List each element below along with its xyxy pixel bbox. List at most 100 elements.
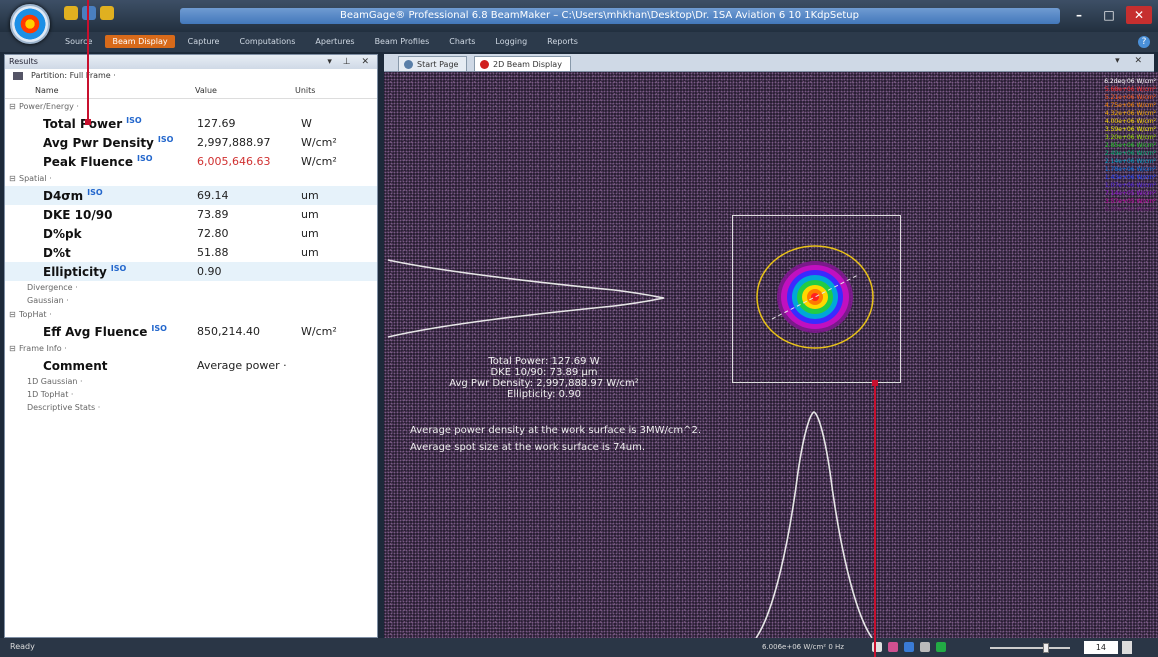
group-1d-gaussian[interactable]: 1D Gaussian · xyxy=(27,377,83,386)
result-row-d4sigma[interactable]: D4σm ISO 69.14 um xyxy=(5,186,377,205)
column-units[interactable]: Units xyxy=(295,86,316,95)
result-row-comment[interactable]: Comment Average power · xyxy=(43,358,287,373)
legend-entry: 4.32e+06 W/cm² xyxy=(1104,110,1156,117)
horizontal-profile-curve xyxy=(387,259,665,338)
zoom-spinner[interactable] xyxy=(1122,641,1132,654)
iso-badge: ISO xyxy=(126,116,142,125)
tab-apertures[interactable]: Apertures xyxy=(315,37,355,46)
quick-access-toolbar xyxy=(56,6,114,20)
group-1d-tophat[interactable]: 1D TopHat · xyxy=(27,390,74,399)
overlay-avg-pwr-density: Avg Pwr Density: 2,997,888.97 W/cm² xyxy=(449,378,639,389)
status-indicator-icon xyxy=(936,642,946,652)
zoom-slider-thumb[interactable] xyxy=(1043,643,1050,653)
column-value[interactable]: Value xyxy=(195,86,217,95)
beam-graphics xyxy=(387,245,874,638)
result-row-total-power[interactable]: Total Power ISO 127.69 W xyxy=(43,116,312,131)
collapse-icon[interactable]: ⊟ xyxy=(9,102,16,111)
results-panel: Results ▾ ⊥ ✕ Partition: Full Frame · Na… xyxy=(4,54,378,638)
result-row-eff-avg-fluence[interactable]: Eff Avg Fluence ISO 850,214.40 W/cm² xyxy=(43,324,337,339)
warning-icon[interactable] xyxy=(100,6,114,20)
iso-badge: ISO xyxy=(157,135,174,144)
tab-charts[interactable]: Charts xyxy=(449,37,476,46)
tab-beam-display[interactable]: Beam Display xyxy=(105,35,175,48)
group-power-energy[interactable]: ⊟ Power/Energy · xyxy=(9,102,79,111)
cursor-readout: 6.006e+06 W/cm² 0 Hz xyxy=(762,643,844,651)
beam-display-canvas[interactable]: 6.2deq·06 W/cm² 5.68e+06 W/cm² 5.21e+06 … xyxy=(384,72,1158,638)
panel-controls[interactable]: ▾ ⊥ ✕ xyxy=(327,57,373,67)
legend-entry: 0.00e+00 W/cm² xyxy=(1104,206,1156,213)
collapse-icon[interactable]: ⊟ xyxy=(9,174,16,183)
tab-2d-beam-display[interactable]: 2D Beam Display xyxy=(474,56,571,71)
column-name[interactable]: Name xyxy=(35,86,59,95)
minimize-button[interactable]: – xyxy=(1076,8,1082,22)
tab-beam-profiles[interactable]: Beam Profiles xyxy=(374,37,430,46)
partition-icon xyxy=(13,72,23,80)
legend-entry: 2.49e+06 W/cm² xyxy=(1104,150,1156,157)
result-row-avg-pwr-density[interactable]: Avg Pwr Density ISO 2,997,888.97 W/cm² xyxy=(43,135,337,150)
annotation-pointer-top xyxy=(87,0,89,120)
tab-source[interactable]: Source xyxy=(65,37,93,46)
note-spot-size: Average spot size at the work surface is… xyxy=(410,442,646,453)
legend-entry: 4.75e+06 W/cm² xyxy=(1104,102,1156,109)
group-spatial[interactable]: ⊟ Spatial · xyxy=(9,174,52,183)
annotation-pointer-bottom xyxy=(874,383,876,657)
iso-badge: ISO xyxy=(110,264,127,273)
application-menu-button[interactable] xyxy=(10,4,50,44)
group-descriptive-stats[interactable]: Descriptive Stats · xyxy=(27,403,101,412)
result-row-peak-fluence[interactable]: Peak Fluence ISO 6,005,646.63 W/cm² xyxy=(43,154,337,169)
iso-badge: ISO xyxy=(151,324,167,333)
partition-label: Partition: Full Frame · xyxy=(31,71,116,80)
results-overlay: Total Power: 127.69 W DKE 10/90: 73.89 µ… xyxy=(414,356,674,400)
document-controls[interactable]: ▾ ✕ xyxy=(1115,56,1148,66)
legend-entry: 1.07e+06 W/cm² xyxy=(1104,182,1156,189)
result-row-dke[interactable]: DKE 10/90 73.89 um xyxy=(43,207,319,222)
undo-icon[interactable] xyxy=(82,6,96,20)
close-button[interactable]: ✕ xyxy=(1126,6,1152,24)
document-tab-bar: Start Page 2D Beam Display ▾ ✕ xyxy=(384,54,1154,72)
result-row-ellipticity[interactable]: Ellipticity ISO 0.90 xyxy=(5,262,377,281)
annotation-pointer-bottom-end xyxy=(872,380,878,386)
grid-icon[interactable] xyxy=(920,642,930,652)
overlay-ellipticity: Ellipticity: 0.90 xyxy=(507,389,581,400)
color-legend: 6.2deq·06 W/cm² 5.68e+06 W/cm² 5.21e+06 … xyxy=(1088,78,1156,214)
group-gaussian[interactable]: Gaussian · xyxy=(27,296,69,305)
legend-entry: 4.00e+06 W/cm² xyxy=(1104,118,1156,125)
maximize-button[interactable]: □ xyxy=(1103,8,1115,22)
result-row-dt[interactable]: D%t 51.88 um xyxy=(43,245,319,260)
annotation-notes: Average power density at the work surfac… xyxy=(410,422,701,456)
collapse-icon[interactable]: ⊟ xyxy=(9,344,16,353)
legend-entry: 6.2deq·06 W/cm² xyxy=(1104,78,1156,85)
iso-badge: ISO xyxy=(87,188,103,197)
save-icon[interactable] xyxy=(64,6,78,20)
record-icon[interactable] xyxy=(888,642,898,652)
tab-start-page[interactable]: Start Page xyxy=(398,56,468,71)
tab-capture[interactable]: Capture xyxy=(187,37,220,46)
legend-entry: 5.68e+06 W/cm² xyxy=(1104,86,1156,93)
zoom-value-field[interactable]: 14 xyxy=(1084,641,1118,654)
collapse-icon[interactable]: ⊟ xyxy=(9,310,16,319)
legend-entry: 7.14e+05 W/cm² xyxy=(1104,190,1156,197)
annotation-pointer-top-end xyxy=(85,119,91,125)
tab-logging[interactable]: Logging xyxy=(495,37,528,46)
tab-computations[interactable]: Computations xyxy=(239,37,296,46)
vertical-profile-curve xyxy=(755,411,873,638)
group-divergence[interactable]: Divergence · xyxy=(27,283,78,292)
legend-entry: 3.20e+06 W/cm² xyxy=(1104,134,1156,141)
roi-box[interactable] xyxy=(732,215,901,383)
ribbon: Source Beam Display Capture Computations… xyxy=(0,32,1158,52)
results-column-headers: Name Value Units xyxy=(5,83,377,99)
zoom-slider[interactable] xyxy=(990,643,1070,653)
overlay-dke: DKE 10/90: 73.89 µm xyxy=(490,367,598,378)
tab-reports[interactable]: Reports xyxy=(547,37,578,46)
group-tophat[interactable]: ⊟ TopHat · xyxy=(9,310,52,319)
group-frame-info[interactable]: ⊟ Frame Info · xyxy=(9,344,67,353)
partition-row[interactable]: Partition: Full Frame · xyxy=(5,69,377,83)
camera-icon[interactable] xyxy=(872,642,882,652)
help-icon[interactable]: ? xyxy=(1138,36,1150,48)
window-title: BeamGage® Professional 6.8 BeamMaker – C… xyxy=(180,8,1060,24)
status-text: Ready xyxy=(10,642,35,651)
home-icon[interactable] xyxy=(904,642,914,652)
beam-spot xyxy=(777,261,853,333)
result-row-dpk[interactable]: D%pk 72.80 um xyxy=(43,226,319,241)
legend-entry: 2.14e+06 W/cm² xyxy=(1104,158,1156,165)
